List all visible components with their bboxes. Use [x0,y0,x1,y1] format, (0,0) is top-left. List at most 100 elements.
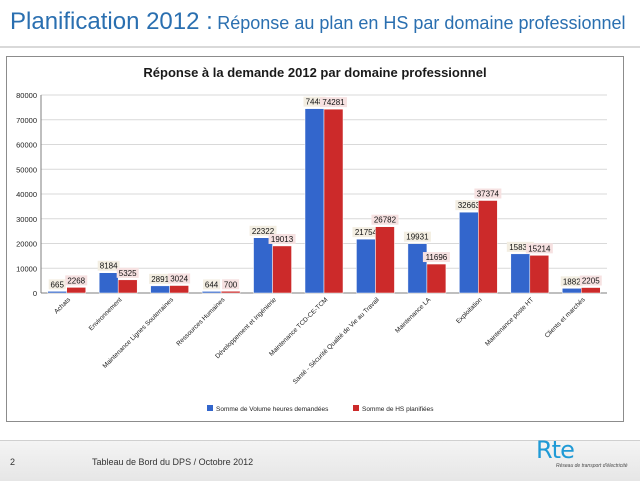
legend-swatch [207,405,213,411]
chart-frame: Réponse à la demande 2012 par domaine pr… [6,56,624,422]
bar [356,238,376,294]
y-tick-label: 10000 [16,264,37,273]
y-tick-label: 80000 [16,91,37,100]
data-label: 22322 [252,227,275,236]
y-tick-label: 50000 [16,165,37,174]
data-label: 74281 [322,98,345,107]
x-tick-label: Ressources Humaines [175,296,227,348]
bar [581,287,601,294]
data-label: 19931 [406,233,429,242]
data-label-box [149,273,172,284]
data-label: 5325 [119,269,137,278]
x-tick-label: Développement et Ingénierie [214,296,278,360]
data-label: 19013 [271,235,294,244]
y-tick-label: 70000 [16,116,37,125]
bar [562,288,582,294]
data-label: 11696 [426,253,448,262]
data-label-box [268,233,296,244]
data-label: 2891 [151,275,169,284]
legend-label: Somme de Volume heures demandées [216,406,329,413]
legend-label: Somme de HS planifiées [362,406,434,413]
bar [201,291,222,294]
legend-swatch [353,405,359,411]
x-tick-label: Maintenance TCD-CE-TCM [268,296,329,357]
logo-text: Rte [536,436,575,464]
data-label: 644 [205,280,219,289]
x-tick-label: Maintenance poste HT [484,296,535,347]
logo-tagline: Réseau de transport d'électricité [556,463,628,469]
data-label: 3024 [170,275,188,284]
data-label: 15831 [509,243,532,252]
data-label-box [97,260,120,271]
bar [478,200,498,294]
data-label: 15214 [528,244,551,253]
slide-title-sub: Réponse au plan en HS par domaine profes… [217,13,626,33]
data-label-box [506,241,534,252]
data-label-box [303,96,326,107]
y-tick-label: 40000 [16,190,37,199]
x-tick-label: Exploitation [455,296,484,325]
data-label-box [65,275,88,286]
data-label: 7448 [306,98,324,107]
bar [426,263,447,294]
x-tick-label: Achats [53,296,73,316]
data-label-box [249,225,277,236]
data-label: 8184 [100,262,118,271]
data-label: 26782 [374,216,397,225]
footer-band [0,440,640,481]
data-label-box [560,276,583,287]
page-number: 2 [10,457,16,467]
x-tick-label: Environnement [88,296,124,332]
data-label-box [422,252,450,263]
bar [510,253,531,294]
data-label-box [48,279,66,290]
x-tick-label: Clients et marchés [544,296,588,340]
y-tick-label: 0 [33,289,37,298]
data-label-box [168,273,191,284]
data-label: 1882 [563,277,581,286]
data-label-box [222,279,240,290]
data-label-box [403,231,431,242]
data-label-box [320,97,347,108]
data-label: 2205 [582,277,600,286]
slide-title-main: Planification 2012 : [10,8,213,35]
y-tick-label: 20000 [16,240,37,249]
title-divider [0,46,640,48]
bar [47,291,67,294]
bar [117,279,138,294]
rte-logo: Rte Réseau de transport d'électricité [536,436,632,476]
data-label-box [455,200,483,211]
bar [459,211,479,294]
bar [407,243,428,294]
data-label-box [352,227,380,238]
bar-chart: Réponse à la demande 2012 par domaine pr… [16,65,607,413]
bar [66,287,86,294]
data-label: 665 [51,280,65,289]
bar [304,108,325,294]
data-label-box [116,267,139,278]
data-label: 21754 [355,228,378,237]
bar [375,226,395,294]
bar [98,272,119,294]
slide-title: Planification 2012 : Réponse au plan en … [10,8,626,36]
bar [529,255,550,294]
bar [253,237,273,294]
data-label-box [474,188,502,199]
y-tick-label: 60000 [16,141,37,150]
data-label-box [579,275,602,286]
data-label: 32663 [458,201,481,210]
y-tick-label: 30000 [16,215,37,224]
data-label-box [371,214,399,225]
data-label: 37374 [477,189,500,198]
footer-text: Tableau de Bord du DPS / Octobre 2012 [92,457,254,467]
bar [220,291,241,294]
data-label-box [525,243,553,254]
bar [272,245,292,294]
x-tick-label: Santé - Sécurité Qualité de Vie au Trava… [292,296,382,386]
bar [169,285,189,294]
data-label-box [203,279,221,290]
bar [150,285,170,294]
chart-title: Réponse à la demande 2012 par domaine pr… [143,65,486,80]
x-tick-label: Maintenance LA [394,296,433,335]
bar [323,108,344,294]
